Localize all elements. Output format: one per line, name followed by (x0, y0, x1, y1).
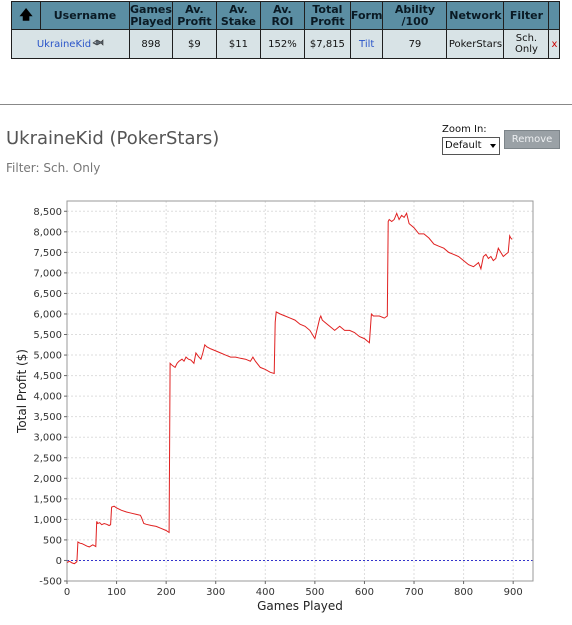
y-tick-label: 500 (43, 535, 62, 546)
cell-av-profit: $9 (171, 29, 217, 59)
form-link[interactable]: Tilt (359, 38, 375, 50)
cell-ability: 79 (382, 29, 448, 59)
y-tick-label: 4,000 (33, 392, 62, 403)
table-header-row: 🡅 Username Games Played Av. Profit Av. S… (11, 1, 561, 30)
header-ability[interactable]: Ability /100 (382, 1, 448, 30)
x-tick-label: 100 (107, 587, 126, 598)
y-tick-label: 7,500 (33, 248, 62, 259)
x-tick-label: 700 (404, 587, 423, 598)
y-tick-label: 8,000 (33, 227, 62, 238)
table-row: UkraineKid 898 $9 $11 152% $7,815 Tilt 7… (11, 29, 561, 59)
y-tick-label: 3,000 (33, 433, 62, 444)
y-tick-label: 3,500 (33, 412, 62, 423)
y-tick-label: 0 (56, 556, 62, 567)
cell-form: Tilt (349, 29, 384, 59)
cell-filter: Sch. Only (503, 29, 550, 59)
player-title: UkraineKid (PokerStars) (6, 128, 220, 149)
profit-chart: -50005001,0001,5002,0002,5003,0003,5004,… (15, 200, 534, 613)
y-tick-label: 2,500 (33, 453, 62, 464)
x-tick-label: 300 (206, 587, 225, 598)
x-tick-label: 500 (305, 587, 324, 598)
y-tick-label: 8,500 (33, 207, 62, 218)
header-av-profit[interactable]: Av. Profit (171, 1, 217, 30)
header-network[interactable]: Network (446, 1, 505, 30)
cell-network: PokerStars (446, 29, 505, 59)
header-filter[interactable]: Filter (503, 1, 550, 30)
x-tick-label: 0 (64, 587, 70, 598)
header-total-profit[interactable]: Total Profit (303, 1, 351, 30)
header-form[interactable]: Form (349, 1, 384, 30)
series-line-profit (66, 211, 513, 565)
y-tick-label: 7,000 (33, 268, 62, 279)
y-axis-label: Total Profit ($) (15, 349, 29, 434)
y-tick-label: 2,000 (33, 474, 62, 485)
header-games-played[interactable]: Games Played (129, 1, 173, 30)
cell-av-stake: $11 (215, 29, 261, 59)
sort-header[interactable]: 🡅 (11, 1, 41, 30)
y-tick-label: 1,000 (33, 515, 62, 526)
username-link[interactable]: UkraineKid (36, 39, 92, 50)
header-av-roi[interactable]: Av. ROI (259, 1, 305, 30)
zoom-select-value: Default (445, 140, 482, 151)
cell-games-played: 898 (129, 29, 173, 59)
cell-username: UkraineKid (11, 29, 130, 59)
cell-total-profit: $7,815 (303, 29, 351, 59)
x-tick-label: 400 (256, 587, 275, 598)
fish-icon (92, 38, 104, 50)
up-arrow-icon[interactable]: 🡅 (19, 7, 33, 23)
plot-border (66, 200, 534, 582)
cell-av-roi: 152% (259, 29, 305, 59)
y-tick-label: 5,000 (33, 351, 62, 362)
header-remove (548, 1, 561, 30)
cell-remove: x (548, 29, 561, 59)
y-tick-label: -500 (39, 577, 62, 588)
zoom-select[interactable]: Default (442, 137, 500, 155)
y-tick-label: 5,500 (33, 330, 62, 341)
x-tick-label: 200 (157, 587, 176, 598)
filter-text: Filter: Sch. Only (6, 161, 101, 175)
players-table: 🡅 Username Games Played Av. Profit Av. S… (11, 1, 561, 59)
y-tick-label: 6,000 (33, 309, 62, 320)
x-tick-label: 800 (454, 587, 473, 598)
x-tick-label: 600 (355, 587, 374, 598)
remove-button[interactable]: Remove (504, 130, 560, 149)
section-divider (0, 104, 572, 105)
y-tick-label: 1,500 (33, 494, 62, 505)
x-axis-label: Games Played (257, 599, 343, 613)
plot-area (67, 201, 533, 581)
header-av-stake[interactable]: Av. Stake (215, 1, 261, 30)
zoom-label: Zoom In: (442, 124, 487, 135)
header-username[interactable]: Username (40, 1, 130, 30)
y-tick-label: 4,500 (33, 371, 62, 382)
remove-row-icon[interactable]: x (551, 38, 558, 50)
chevron-down-icon (490, 144, 496, 148)
y-tick-label: 6,500 (33, 289, 62, 300)
x-tick-label: 900 (504, 587, 523, 598)
